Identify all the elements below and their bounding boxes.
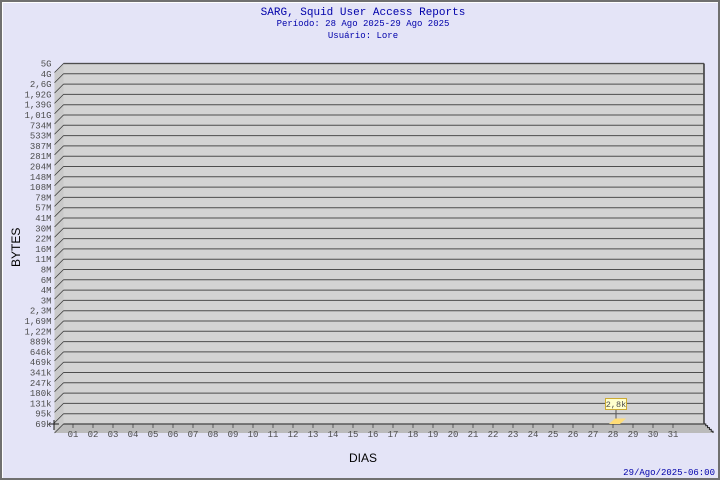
svg-text:204M: 204M [30, 163, 52, 173]
svg-text:1,92G: 1,92G [24, 90, 51, 100]
svg-text:01: 01 [68, 430, 79, 440]
svg-text:8M: 8M [41, 266, 52, 276]
svg-text:11M: 11M [35, 255, 51, 265]
svg-text:1,69M: 1,69M [24, 317, 51, 327]
svg-text:26: 26 [568, 430, 579, 440]
svg-text:22M: 22M [35, 235, 51, 245]
svg-text:19: 19 [428, 430, 439, 440]
svg-text:41M: 41M [35, 214, 51, 224]
svg-text:30: 30 [648, 430, 659, 440]
svg-text:24: 24 [528, 430, 539, 440]
svg-text:469k: 469k [30, 358, 52, 368]
svg-text:13: 13 [308, 430, 319, 440]
svg-text:21: 21 [468, 430, 479, 440]
svg-text:889k: 889k [30, 338, 52, 348]
svg-text:131k: 131k [30, 399, 52, 409]
svg-text:10: 10 [248, 430, 259, 440]
svg-text:247k: 247k [30, 379, 52, 389]
svg-text:2,3M: 2,3M [30, 307, 52, 317]
svg-text:22: 22 [488, 430, 499, 440]
svg-text:17: 17 [388, 430, 399, 440]
svg-text:180k: 180k [30, 389, 52, 399]
svg-text:1,22M: 1,22M [24, 327, 51, 337]
svg-text:1,39G: 1,39G [24, 101, 51, 111]
svg-text:18: 18 [408, 430, 419, 440]
svg-text:4M: 4M [41, 286, 52, 296]
svg-text:31: 31 [668, 430, 679, 440]
svg-text:148M: 148M [30, 173, 52, 183]
svg-text:11: 11 [268, 430, 279, 440]
svg-text:07: 07 [188, 430, 199, 440]
svg-text:09: 09 [228, 430, 239, 440]
svg-text:23: 23 [508, 430, 519, 440]
svg-text:3M: 3M [41, 296, 52, 306]
svg-text:30M: 30M [35, 224, 51, 234]
svg-text:646k: 646k [30, 348, 52, 358]
svg-text:95k: 95k [35, 410, 51, 420]
svg-text:78M: 78M [35, 193, 51, 203]
svg-text:2,6G: 2,6G [30, 80, 52, 90]
svg-text:14: 14 [328, 430, 339, 440]
svg-text:08: 08 [208, 430, 219, 440]
svg-text:1,01G: 1,01G [24, 111, 51, 121]
svg-text:69k: 69k [35, 420, 51, 430]
svg-text:108M: 108M [30, 183, 52, 193]
svg-text:5G: 5G [41, 60, 52, 70]
svg-text:25: 25 [548, 430, 559, 440]
svg-text:04: 04 [128, 430, 139, 440]
svg-text:02: 02 [88, 430, 99, 440]
svg-text:28: 28 [608, 430, 619, 440]
svg-text:387M: 387M [30, 142, 52, 152]
svg-text:03: 03 [108, 430, 119, 440]
svg-text:15: 15 [348, 430, 359, 440]
svg-text:06: 06 [168, 430, 179, 440]
svg-text:2,8k: 2,8k [606, 400, 626, 410]
svg-text:6M: 6M [41, 276, 52, 286]
svg-text:533M: 533M [30, 132, 52, 142]
svg-text:57M: 57M [35, 204, 51, 214]
svg-text:05: 05 [148, 430, 159, 440]
svg-text:4G: 4G [41, 70, 52, 80]
svg-text:12: 12 [288, 430, 299, 440]
svg-text:281M: 281M [30, 152, 52, 162]
svg-text:16: 16 [368, 430, 379, 440]
svg-text:341k: 341k [30, 369, 52, 379]
svg-text:16M: 16M [35, 245, 51, 255]
svg-text:29: 29 [628, 430, 639, 440]
svg-text:20: 20 [448, 430, 459, 440]
svg-text:734M: 734M [30, 121, 52, 131]
svg-text:27: 27 [588, 430, 599, 440]
